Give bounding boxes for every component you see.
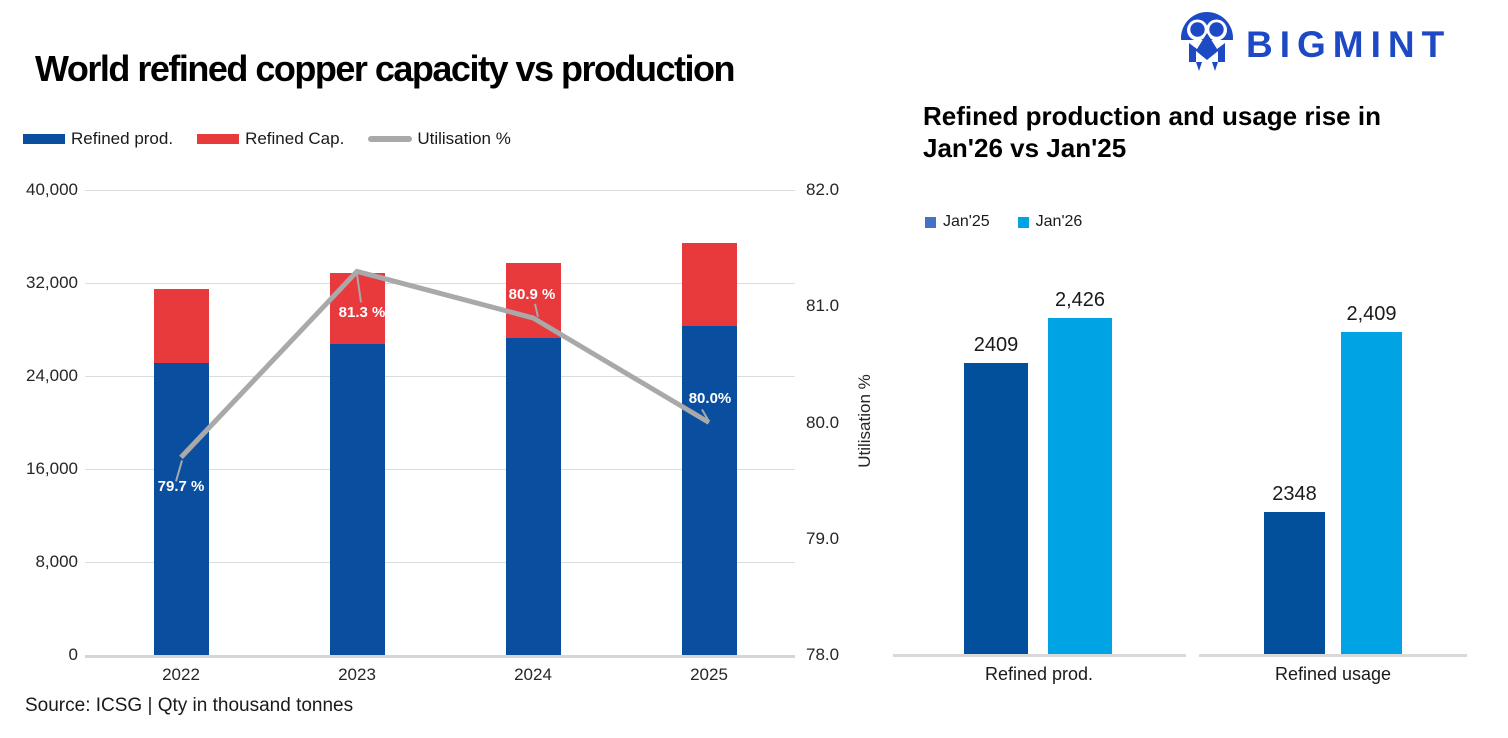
bar-2022-refined-prod: [153, 363, 209, 655]
bar-2023-refined-prod: [329, 344, 385, 655]
legend-swatch-refined-cap: [197, 134, 240, 144]
utilisation-point-label-2025: 80.0%: [688, 389, 732, 407]
right-axis-tick-label-78-0: 78.0: [806, 645, 840, 664]
x-axis-label-2023: 2023: [338, 665, 376, 684]
right-axis-tick-label-81-0: 81.0: [806, 296, 840, 316]
right-chart-baseline-1: [893, 654, 1186, 657]
left-axis-tick-label-40-000: 40,000: [26, 180, 78, 199]
legend-swatch-jan-25: [925, 216, 936, 228]
right-axis-tick-label-80-0: 80.0: [806, 412, 840, 432]
bar-2024-refined-prod: [505, 338, 561, 655]
value-label-refined-prod-jan-25: 2409: [973, 333, 1019, 356]
bar-refined-prod-jan-25: [964, 362, 1028, 654]
bar-2025-refined-cap: [681, 243, 737, 326]
legend-item-refined-cap: Refined Cap.: [197, 129, 344, 149]
category-label-refined-usage: Refined usage: [1274, 664, 1392, 684]
left-axis-tick-label-32-000: 32,000: [26, 273, 78, 292]
legend-label-jan-26: Jan'26: [1035, 213, 1083, 230]
gridline-40-000: [85, 190, 795, 191]
left-axis-tick-label-24-000: 24,000: [26, 366, 78, 385]
right-chart-title-line2: Jan'26 vs Jan'25: [923, 132, 1127, 163]
value-label-refined-usage-jan-26: 2,409: [1346, 303, 1397, 326]
brand-name: BIGMINT: [1246, 24, 1452, 65]
x-axis-label-2024: 2024: [514, 665, 552, 684]
x-axis-label-2022: 2022: [162, 665, 200, 684]
gridline-0: [85, 655, 795, 658]
left-axis-tick-label-0: 0: [68, 645, 78, 664]
bar-refined-prod-jan-26: [1048, 317, 1112, 654]
utilisation-point-label-2023: 81.3 %: [338, 304, 386, 322]
bar-2025-refined-prod: [681, 326, 737, 655]
utilisation-point-label-2024: 80.9 %: [508, 285, 556, 303]
left-axis-tick-label-16-000: 16,000: [26, 459, 78, 478]
bar-2022-refined-cap: [153, 288, 209, 364]
right-chart-baseline-2: [1199, 654, 1467, 657]
x-axis-label-2025: 2025: [690, 665, 728, 684]
legend-label-utilisation: Utilisation %: [417, 129, 511, 148]
brand-logo: [1176, 10, 1238, 72]
left-axis-tick-label-8-000: 8,000: [35, 552, 78, 571]
category-label-refined-prod: Refined prod.: [984, 664, 1094, 684]
legend-item-refined-prod: Refined prod.: [23, 129, 173, 149]
gridline-8-000: [85, 562, 795, 563]
legend-label-jan-25: Jan'25: [943, 213, 990, 230]
legend-label-refined-prod: Refined prod.: [71, 129, 174, 148]
source-note: Source: ICSG | Qty in thousand tonnes: [25, 695, 354, 716]
right-chart-title-line1: Refined production and usage rise in: [923, 101, 1381, 131]
right-chart-title: Refined production and usage rise in Jan…: [923, 101, 1381, 164]
legend-item-jan-26: Jan'26: [1017, 213, 1083, 231]
legend-swatch-utilisation: [368, 136, 413, 142]
legend-label-refined-cap: Refined Cap.: [245, 129, 345, 148]
right-axis-tick-label-82-0: 82.0: [806, 180, 840, 199]
left-chart-legend: Refined prod. Refined Cap. Utilisation %: [23, 129, 511, 149]
right-axis-title: Utilisation %: [855, 374, 874, 468]
utilisation-point-label-2022: 79.7 %: [157, 478, 205, 496]
legend-swatch-jan-26: [1017, 216, 1029, 228]
value-label-refined-prod-jan-26: 2,426: [1054, 288, 1106, 311]
bar-refined-usage-jan-26: [1341, 332, 1402, 654]
bar-refined-usage-jan-25: [1264, 512, 1325, 654]
value-label-refined-usage-jan-25: 2348: [1272, 483, 1317, 506]
legend-swatch-refined-prod: [23, 134, 65, 144]
legend-item-jan-25: Jan'25: [925, 213, 990, 231]
bigmint-logo-icon: [1180, 12, 1234, 71]
page-title: World refined copper capacity vs product…: [35, 48, 735, 89]
legend-item-utilisation: Utilisation %: [368, 129, 511, 149]
right-chart-legend: Jan'25 Jan'26: [925, 213, 1082, 231]
right-axis-tick-label-79-0: 79.0: [806, 528, 840, 548]
gridline-16-000: [85, 469, 795, 470]
